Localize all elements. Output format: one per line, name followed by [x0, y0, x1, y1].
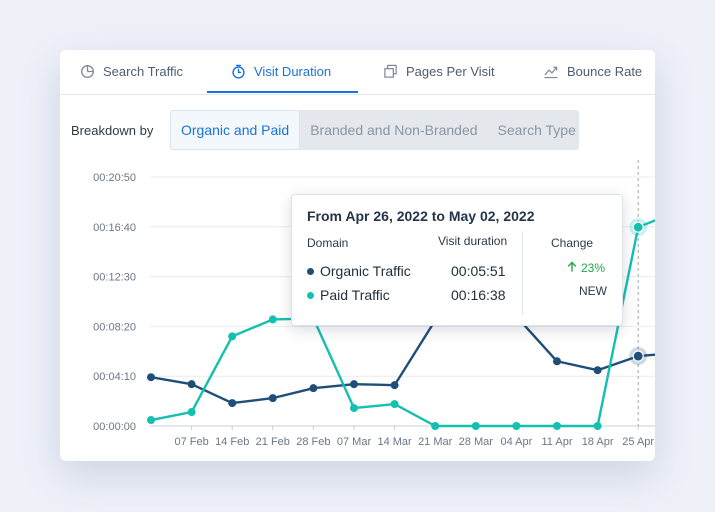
- tooltip-divider: [522, 231, 523, 315]
- x-tick-label: 11 Apr: [542, 436, 573, 448]
- data-point: [350, 404, 358, 413]
- tooltip-change: 23%: [567, 261, 605, 275]
- tab-bounce-rate[interactable]: Bounce Rate: [543, 50, 642, 92]
- visit-duration-card: Search Traffic Visit Duration Pages Per …: [60, 50, 655, 461]
- x-tick-label: 21 Feb: [256, 436, 290, 448]
- data-point: [553, 357, 561, 366]
- x-tick-label: 14 Mar: [377, 436, 412, 448]
- y-tick-label: 00:12:30: [93, 272, 136, 284]
- data-point: [147, 373, 155, 382]
- data-point: [268, 315, 277, 324]
- data-point-highlighted: [632, 221, 644, 233]
- paid-dot-icon: [307, 291, 314, 299]
- data-point: [593, 422, 602, 430]
- breakdown-option-search-type[interactable]: Search Type: [497, 122, 576, 138]
- data-point: [228, 399, 237, 408]
- x-tick-label: 07 Feb: [174, 436, 208, 448]
- tooltip-row-organic: Organic Traffic: [307, 263, 411, 279]
- active-tab-indicator: [207, 91, 358, 93]
- visit-duration-chart: 00:00:00 00:04:10 00:08:20 00:12:30 00:16:40…: [93, 160, 655, 448]
- pie-chart-icon: [80, 64, 95, 79]
- x-tick-label: 28 Mar: [459, 436, 494, 448]
- data-point: [187, 408, 196, 417]
- x-tick-label: 07 Mar: [337, 436, 372, 448]
- data-point: [553, 422, 561, 430]
- breakdown-option-branded[interactable]: Branded and Non-Branded: [310, 122, 478, 138]
- tab-visit-duration[interactable]: Visit Duration: [231, 50, 331, 92]
- tooltip-paid-value: 00:16:38: [451, 287, 506, 303]
- y-tick-label: 00:00:00: [93, 421, 136, 433]
- series-line-paid: [150, 219, 655, 428]
- tooltip-row-name: Paid Traffic: [320, 287, 390, 303]
- tooltip-col-domain: Domain: [307, 236, 349, 250]
- tooltip-change-new: NEW: [579, 284, 607, 298]
- data-point-highlighted: [632, 350, 644, 362]
- data-point: [431, 422, 440, 430]
- chart-tooltip: From Apr 26, 2022 to May 02, 2022 Domain…: [291, 194, 623, 326]
- tooltip-col-change: Change: [551, 236, 594, 250]
- tooltip-organic-value: 00:05:51: [451, 263, 506, 279]
- x-tick-label: 18 Apr: [582, 436, 614, 448]
- data-point: [187, 380, 196, 389]
- data-point: [228, 332, 237, 341]
- tooltip-row-paid: Paid Traffic: [307, 287, 390, 303]
- data-point: [471, 422, 480, 430]
- data-point: [350, 380, 358, 389]
- data-point: [593, 366, 602, 375]
- data-point: [390, 381, 399, 390]
- x-tick-label: 25 Apr: [622, 436, 654, 448]
- trend-up-icon: [543, 64, 559, 79]
- breakdown-label: Breakdown by: [71, 123, 154, 138]
- metric-tabs: Search Traffic Visit Duration Pages Per …: [60, 50, 655, 95]
- stopwatch-icon: [231, 64, 246, 79]
- data-point: [309, 384, 318, 393]
- x-tick-label: 04 Apr: [500, 436, 532, 448]
- series-line-organic: [150, 311, 655, 405]
- tooltip-title: From Apr 26, 2022 to May 02, 2022: [307, 208, 535, 224]
- y-tick-label: 00:04:10: [93, 371, 136, 383]
- x-tick-label: 21 Mar: [418, 436, 453, 448]
- tab-label: Search Traffic: [103, 63, 183, 79]
- tab-pages-per-visit[interactable]: Pages Per Visit: [383, 50, 495, 92]
- tooltip-col-duration: Visit duration: [438, 234, 508, 248]
- organic-dot-icon: [307, 267, 314, 275]
- tooltip-row-name: Organic Traffic: [320, 263, 411, 279]
- data-point: [268, 394, 277, 403]
- pages-icon: [383, 64, 398, 79]
- x-tick-label: 28 Feb: [296, 436, 330, 448]
- data-point: [512, 422, 521, 430]
- arrow-up-icon: [567, 261, 577, 275]
- tab-label: Pages Per Visit: [406, 63, 495, 79]
- breakdown-option-organic-paid[interactable]: Organic and Paid: [170, 110, 301, 150]
- x-tick-label: 14 Feb: [215, 436, 249, 448]
- y-tick-label: 00:08:20: [93, 321, 136, 333]
- tab-search-traffic[interactable]: Search Traffic: [80, 50, 183, 92]
- breakdown-segmented-control: Organic and Paid Branded and Non-Branded…: [170, 110, 579, 150]
- tooltip-change-value: 23%: [581, 261, 606, 275]
- tab-label: Bounce Rate: [567, 63, 643, 79]
- tab-label: Visit Duration: [254, 63, 332, 79]
- data-point: [147, 416, 155, 425]
- y-tick-label: 00:20:50: [93, 172, 136, 184]
- y-tick-label: 00:16:40: [93, 222, 136, 234]
- data-point: [390, 400, 399, 409]
